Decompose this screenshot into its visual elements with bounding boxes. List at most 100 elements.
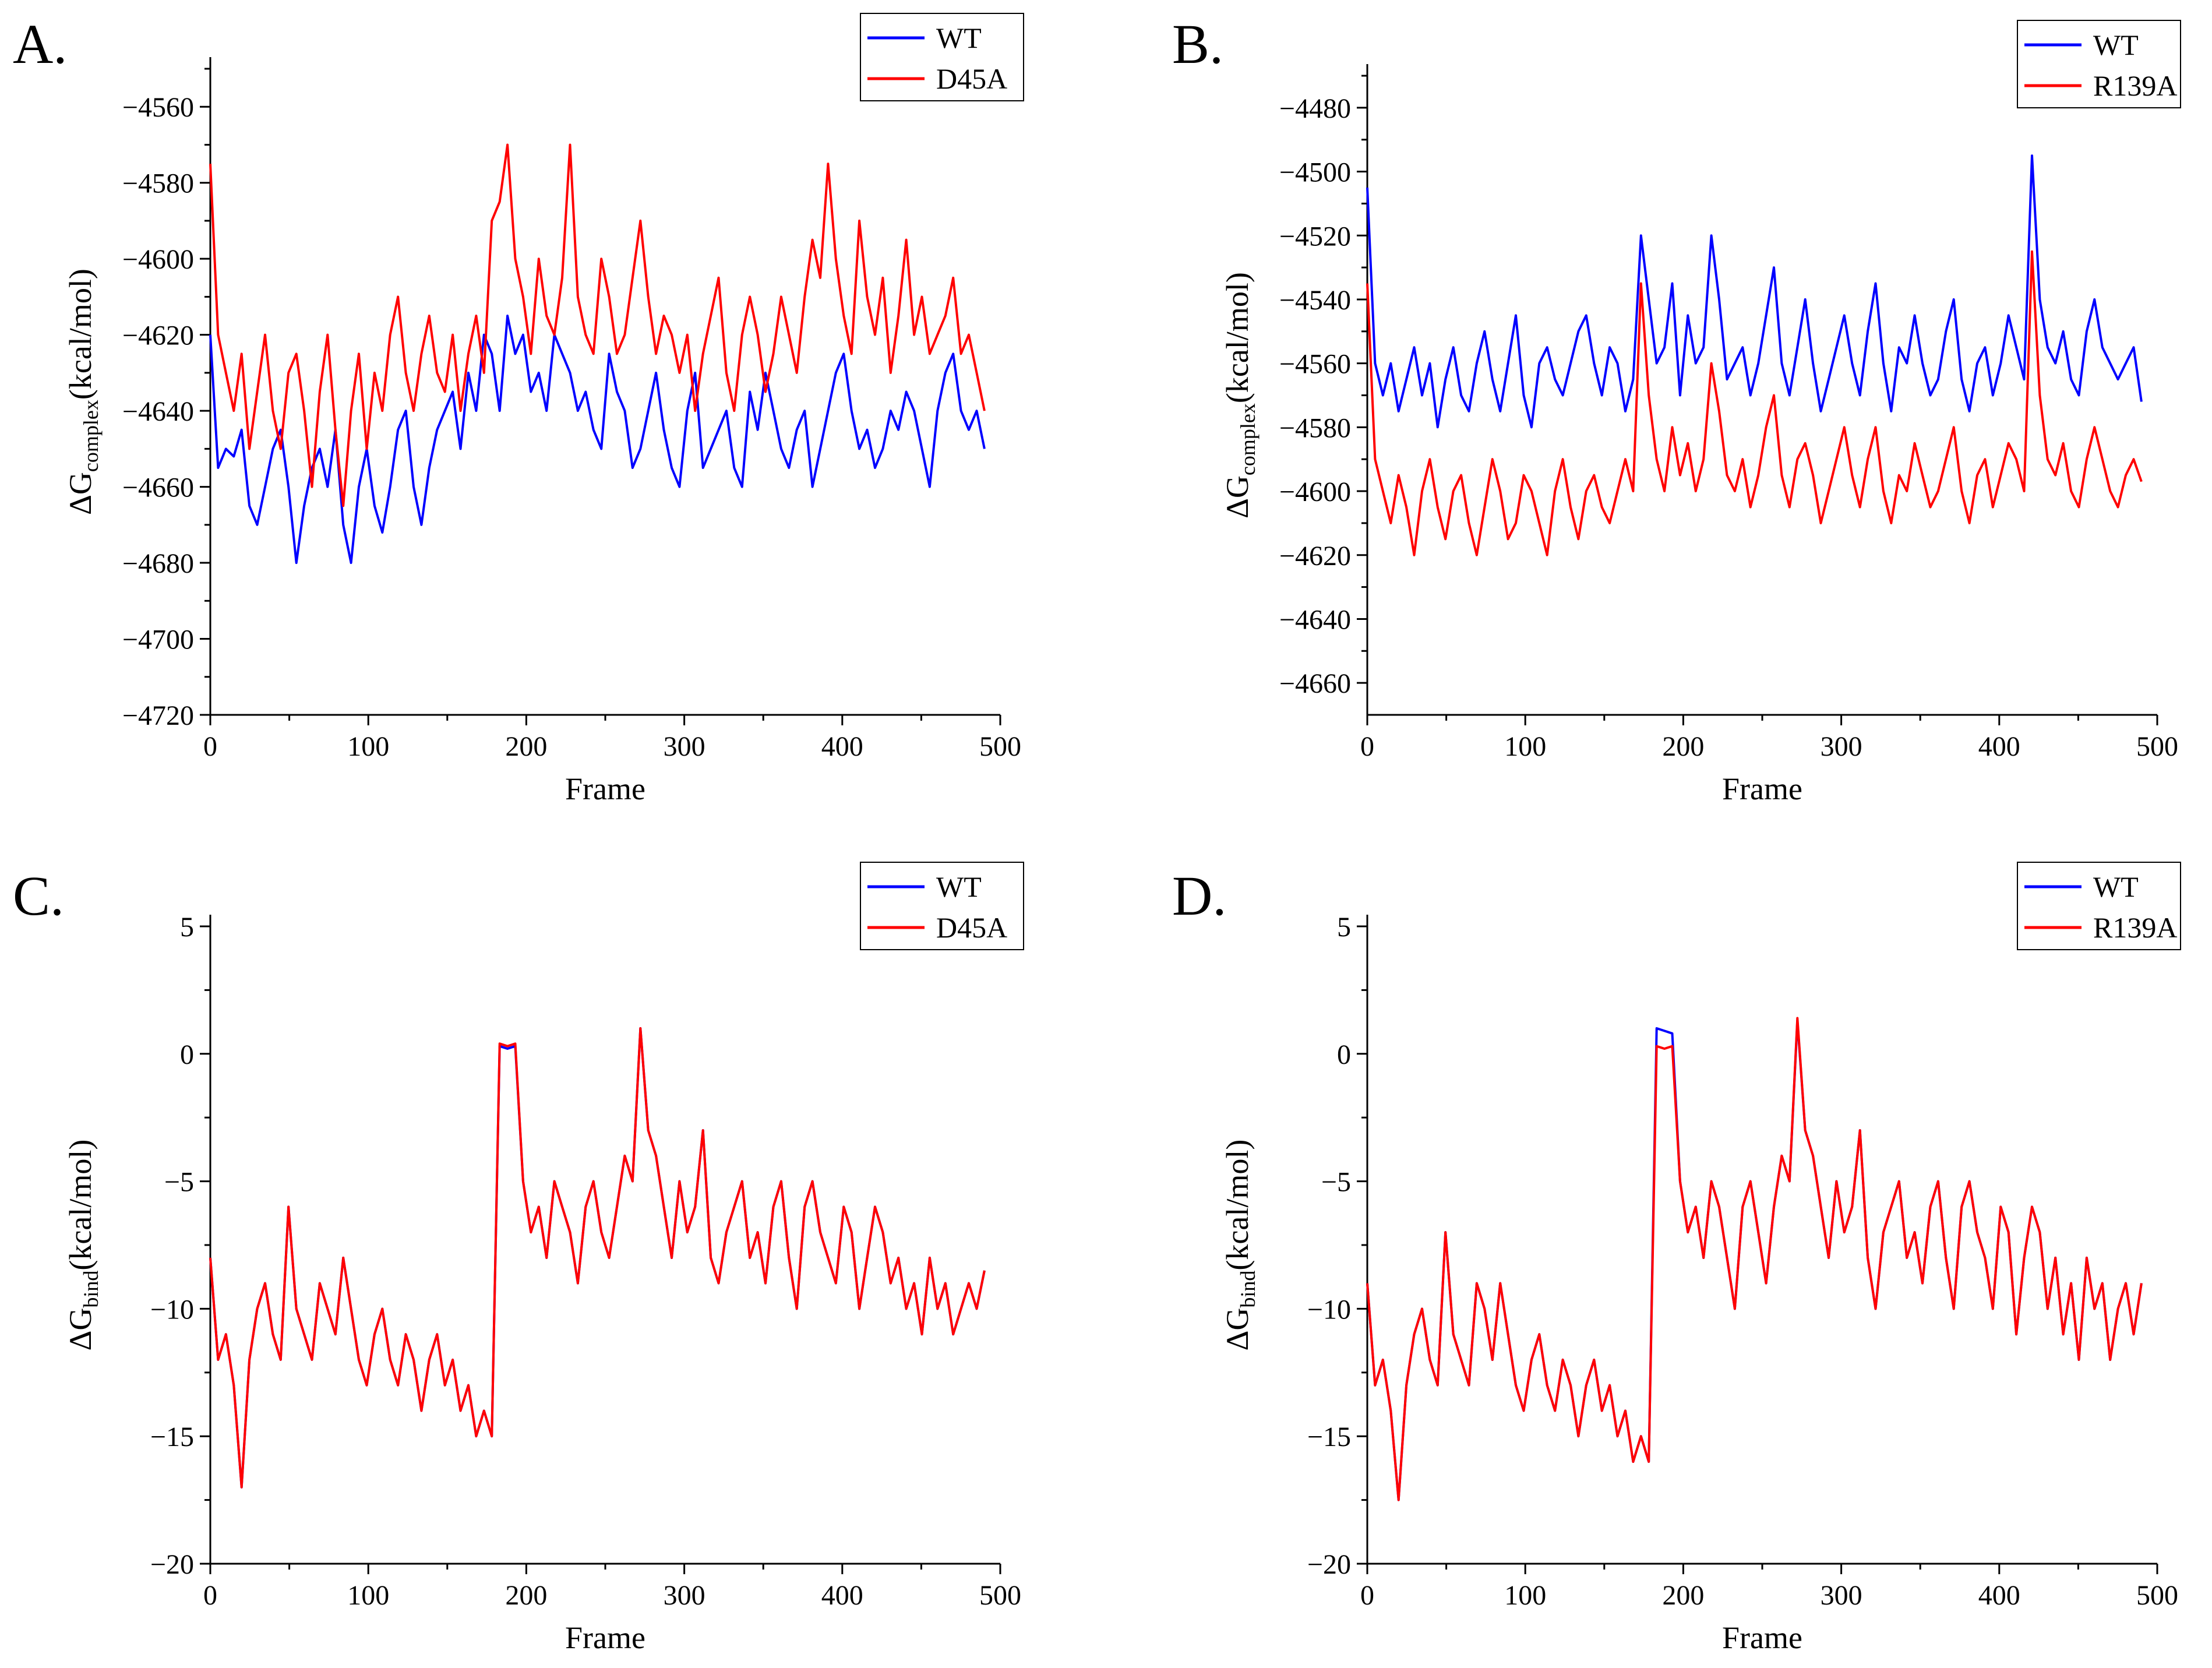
legend: WT R139A	[2017, 862, 2181, 950]
x-tick-label: 300	[1821, 1580, 1862, 1611]
legend-label-r139a: R139A	[2093, 69, 2177, 102]
y-axis-label-sub: bind	[79, 1271, 103, 1308]
y-tick-label: −4560	[122, 92, 194, 123]
y-tick-label: −5	[1321, 1167, 1351, 1198]
series-line-r139a	[1366, 1017, 2143, 1501]
y-tick-label: −5	[164, 1167, 194, 1198]
legend-label-wt: WT	[2093, 870, 2139, 903]
x-tick-label: 100	[1504, 731, 1546, 762]
x-axis-label: Frame	[565, 771, 645, 806]
legend: WT D45A	[860, 862, 1024, 950]
y-tick-label: −4580	[1279, 412, 1351, 443]
legend-box	[860, 862, 1024, 950]
y-tick-label: −20	[1307, 1549, 1351, 1580]
x-tick-label: 500	[979, 731, 1021, 762]
y-tick-label: −4600	[1279, 477, 1351, 507]
series-line-r139a	[1366, 250, 2143, 556]
y-axis-label-unit: (kcal/mol)	[1220, 272, 1255, 403]
legend-label-wt: WT	[936, 22, 982, 54]
y-axis-label-unit: (kcal/mol)	[1220, 1140, 1255, 1271]
y-tick-label: −20	[150, 1549, 194, 1580]
y-tick-label: −4620	[1279, 541, 1351, 572]
x-tick-label: 0	[203, 1580, 217, 1611]
y-tick-label: −4680	[122, 548, 194, 579]
chart-panel-1: A. 0 100 200 300 400 500 −4720 −4700 −4680 −4660 −4…	[13, 13, 1024, 806]
y-tick-label: −4520	[1279, 221, 1351, 252]
x-tick-label: 200	[505, 1580, 547, 1611]
y-tick-label: −15	[150, 1422, 194, 1452]
legend-box	[2017, 862, 2181, 950]
y-tick-label: −4500	[1279, 157, 1351, 188]
y-tick-label: −4540	[1279, 285, 1351, 316]
y-tick-label: −10	[150, 1294, 194, 1325]
legend-label-d45a: D45A	[936, 62, 1007, 95]
x-tick-label: 400	[821, 1580, 863, 1611]
x-tick-label: 300	[664, 731, 705, 762]
x-axis-label: Frame	[1722, 771, 1802, 806]
y-tick-label: 0	[180, 1039, 194, 1070]
y-axis-label-unit: (kcal/mol)	[63, 1140, 98, 1271]
series-line-wt	[209, 1027, 986, 1489]
series-line-wt	[1366, 1019, 2143, 1501]
legend-box	[860, 13, 1024, 101]
y-tick-label: −4580	[122, 168, 194, 199]
y-axis-label-main: ΔG	[63, 472, 98, 515]
panel-letter: A.	[13, 13, 67, 75]
y-tick-label: −4640	[122, 396, 194, 427]
y-tick-label: −4640	[1279, 604, 1351, 635]
y-axis-label-main: ΔG	[1220, 1308, 1255, 1351]
x-tick-label: 0	[203, 731, 217, 762]
x-tick-label: 200	[1662, 731, 1704, 762]
chart-panel-4: D. 0 100 200 300 400 500 −20 −15 −10 −5 0 5 Frame ΔGbi…	[1172, 862, 2181, 1655]
x-tick-label: 500	[979, 1580, 1021, 1611]
y-axis-label-sub: bind	[1236, 1271, 1260, 1308]
y-tick-label: 5	[180, 912, 194, 943]
x-tick-label: 0	[1360, 1580, 1374, 1611]
legend-label-wt: WT	[2093, 29, 2139, 61]
legend-label-d45a: D45A	[936, 911, 1007, 944]
panel-letter: C.	[13, 865, 64, 927]
y-tick-label: −4660	[1279, 668, 1351, 699]
y-axis-label: ΔGbind(kcal/mol)	[63, 1140, 103, 1351]
series-line-d45a	[209, 143, 986, 507]
y-axis-label: ΔGcomplex(kcal/mol)	[1220, 272, 1260, 519]
x-tick-label: 400	[821, 731, 863, 762]
x-tick-label: 500	[2136, 731, 2178, 762]
x-tick-label: 100	[347, 731, 389, 762]
y-axis-label-sub: complex	[79, 400, 103, 472]
series-line-wt	[1366, 154, 2143, 429]
y-tick-label: 5	[1337, 912, 1351, 943]
x-tick-label: 200	[505, 731, 547, 762]
x-tick-label: 100	[1504, 1580, 1546, 1611]
x-tick-label: 200	[1662, 1580, 1704, 1611]
x-tick-label: 400	[1978, 731, 2020, 762]
x-tick-label: 300	[1821, 731, 1862, 762]
x-tick-label: 0	[1360, 731, 1374, 762]
y-tick-label: −4600	[122, 244, 194, 275]
y-tick-label: −4560	[1279, 349, 1351, 380]
panel-letter: B.	[1172, 13, 1223, 75]
x-tick-label: 500	[2136, 1580, 2178, 1611]
y-tick-label: −4620	[122, 320, 194, 351]
y-tick-label: −4720	[122, 700, 194, 731]
legend: WT R139A	[2017, 20, 2181, 108]
y-axis-label-unit: (kcal/mol)	[63, 269, 98, 400]
y-axis-label-sub: complex	[1236, 403, 1260, 475]
y-tick-label: −15	[1307, 1422, 1351, 1452]
chart-panel-3: C. 0 100 200 300 400 500 −20 −15 −10 −5 0 5 Frame ΔGbi…	[13, 862, 1024, 1655]
legend-box	[2017, 20, 2181, 108]
legend: WT D45A	[860, 13, 1024, 101]
series-line-d45a	[209, 1027, 986, 1489]
y-axis-label-main: ΔG	[63, 1308, 98, 1351]
y-axis-label: ΔGbind(kcal/mol)	[1220, 1140, 1260, 1351]
chart-panel-2: B. 0 100 200 300 400 500 −4660 −4640 −4620 −4600 −4…	[1172, 13, 2181, 806]
series-line-wt	[209, 315, 986, 565]
legend-label-wt: WT	[936, 870, 982, 903]
legend-label-r139a: R139A	[2093, 911, 2177, 944]
panel-letter: D.	[1172, 865, 1226, 927]
y-tick-label: −4480	[1279, 93, 1351, 124]
y-tick-label: −10	[1307, 1294, 1351, 1325]
y-axis-label-main: ΔG	[1220, 475, 1255, 519]
x-tick-label: 400	[1978, 1580, 2020, 1611]
